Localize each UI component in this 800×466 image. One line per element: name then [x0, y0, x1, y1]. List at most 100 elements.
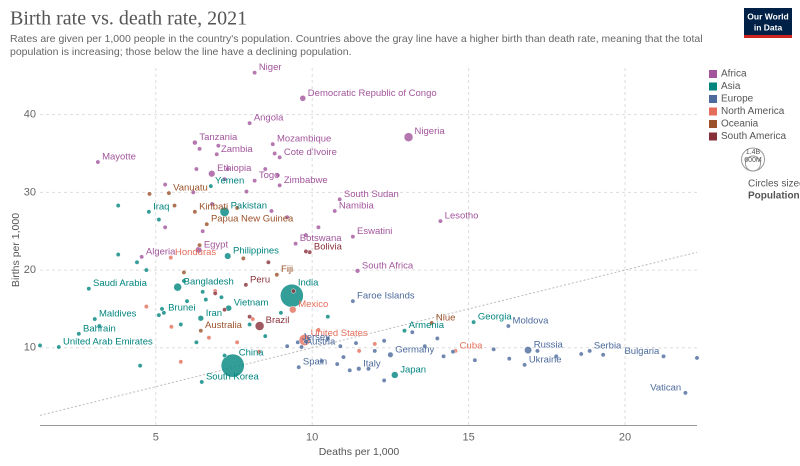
x-tick-label: 10 — [306, 431, 318, 443]
point — [354, 268, 361, 274]
point — [587, 348, 593, 354]
point — [252, 70, 258, 76]
point-label: Vatican — [650, 382, 681, 393]
point-label: Australia — [205, 320, 243, 331]
point — [471, 319, 477, 325]
point — [200, 289, 206, 295]
point-label: Pakistan — [231, 201, 267, 212]
point — [234, 339, 240, 345]
point — [115, 203, 121, 209]
point — [199, 379, 205, 385]
point — [337, 196, 343, 202]
point-label: Philippines — [233, 246, 279, 257]
point — [134, 259, 140, 265]
point — [402, 328, 407, 334]
point — [178, 359, 184, 365]
point-label: South Korea — [206, 371, 260, 382]
point — [240, 255, 246, 261]
point — [143, 267, 149, 273]
point — [254, 321, 265, 331]
point — [222, 307, 228, 313]
point-label: South Africa — [362, 260, 414, 271]
legend-swatch — [709, 82, 717, 91]
point — [553, 353, 559, 359]
point — [143, 304, 149, 310]
legend-swatch — [709, 120, 717, 128]
point — [278, 310, 284, 316]
legend-label: Oceania — [721, 119, 759, 130]
point-label: Mexico — [298, 299, 328, 310]
point — [372, 348, 378, 354]
point-label: Moldova — [513, 316, 550, 327]
point — [682, 390, 688, 396]
point — [265, 259, 271, 265]
point — [325, 336, 331, 341]
point — [578, 351, 584, 357]
point-label: Faroe Islands — [357, 291, 415, 302]
point — [315, 224, 321, 230]
point — [95, 159, 101, 165]
point — [350, 298, 356, 304]
point-label: Armenia — [409, 320, 445, 331]
y-tick-label: 10 — [24, 342, 36, 354]
point-label: India — [298, 278, 319, 289]
point — [332, 208, 338, 214]
point-label: United Arab Emirates — [63, 337, 153, 348]
point — [193, 339, 199, 345]
point-label: Ethiopia — [217, 163, 252, 174]
point — [244, 189, 249, 195]
point-label: Togo — [259, 170, 280, 181]
point-label: Maldives — [99, 309, 137, 320]
y-tick-label: 30 — [24, 186, 36, 198]
point — [137, 363, 143, 369]
point-label: Eswatini — [357, 226, 392, 237]
point — [209, 201, 215, 207]
point — [506, 356, 512, 362]
point — [173, 282, 182, 292]
point — [269, 208, 274, 214]
point — [198, 328, 204, 334]
point — [252, 178, 258, 184]
point-label: Zambia — [221, 144, 253, 155]
point — [337, 343, 343, 349]
point — [56, 344, 62, 350]
point — [356, 348, 362, 354]
point-label: Brazil — [266, 315, 290, 326]
logo-bar — [744, 35, 792, 38]
size-legend-circle — [744, 155, 762, 172]
point — [146, 209, 152, 215]
point — [353, 340, 359, 346]
x-tick-label: 5 — [153, 431, 159, 443]
size-legend-variable: Population — [748, 191, 800, 202]
point — [315, 327, 321, 333]
point — [387, 351, 394, 358]
x-axis-label: Deaths per 1,000 — [319, 446, 400, 458]
point — [168, 255, 174, 261]
point — [197, 146, 203, 152]
point — [422, 343, 428, 349]
x-tick-label: 20 — [619, 431, 631, 443]
point-label: Algeria — [146, 246, 176, 257]
logo-text: Our World — [747, 11, 788, 21]
x-tick-label: 15 — [462, 431, 474, 443]
point — [192, 209, 198, 215]
point-label: Russia — [534, 340, 564, 351]
point — [694, 355, 700, 361]
point — [289, 306, 297, 314]
point-label: Cote d'Ivoire — [284, 147, 337, 158]
chart-subtitle: Rates are given per 1,000 people in the … — [10, 33, 703, 58]
point-label: Fiji — [281, 264, 293, 275]
legend-label: Europe — [721, 94, 754, 105]
point — [215, 143, 221, 149]
point — [296, 364, 302, 370]
point — [441, 353, 447, 359]
point — [156, 217, 162, 222]
point — [115, 252, 121, 257]
point-label: Democratic Republic of Congo — [308, 88, 437, 99]
point — [275, 172, 281, 178]
point — [168, 324, 174, 330]
point — [147, 191, 152, 197]
point-label: Mozambique — [277, 134, 331, 145]
point — [295, 339, 301, 345]
point-label: Namibia — [339, 201, 375, 212]
